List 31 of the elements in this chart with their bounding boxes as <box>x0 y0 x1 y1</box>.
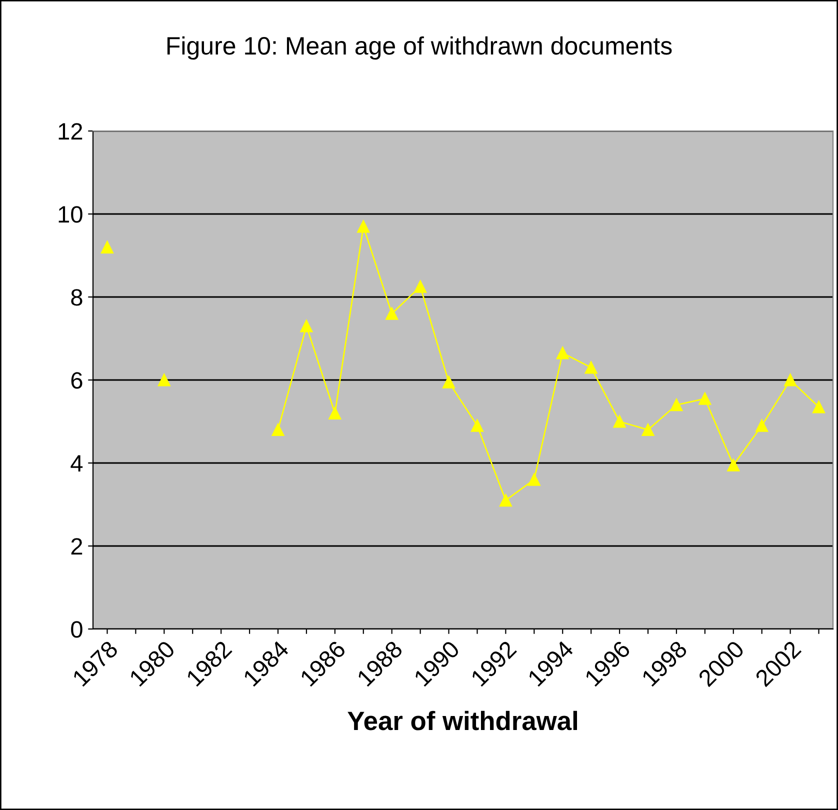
point <box>670 398 683 412</box>
point <box>784 374 797 386</box>
point <box>698 392 712 405</box>
point <box>442 376 456 388</box>
point <box>642 424 654 436</box>
point <box>158 374 170 386</box>
point <box>584 361 598 374</box>
point <box>613 415 626 428</box>
y-tick-label: 4 <box>70 455 83 472</box>
point <box>386 307 398 320</box>
y-tick-label: 12 <box>58 123 82 140</box>
point <box>272 424 284 436</box>
point <box>499 494 512 507</box>
point <box>300 320 313 332</box>
y-tick-label: 2 <box>71 538 82 555</box>
x-axis-title: Year of withdrawal <box>348 710 577 730</box>
point <box>328 406 342 420</box>
point <box>528 473 540 486</box>
chart-title: Figure 10: Mean age of withdrawn documents <box>167 36 672 60</box>
point <box>470 419 484 432</box>
point <box>414 280 427 293</box>
y-tick-label: 8 <box>71 289 82 306</box>
y-tick-label: 0 <box>71 621 82 638</box>
point <box>100 240 114 254</box>
y-tick-label: 6 <box>71 372 82 389</box>
point <box>556 346 569 360</box>
y-tick-label: 10 <box>58 206 82 223</box>
point <box>357 220 370 233</box>
point <box>812 400 826 414</box>
point <box>727 458 740 472</box>
point <box>756 419 768 432</box>
